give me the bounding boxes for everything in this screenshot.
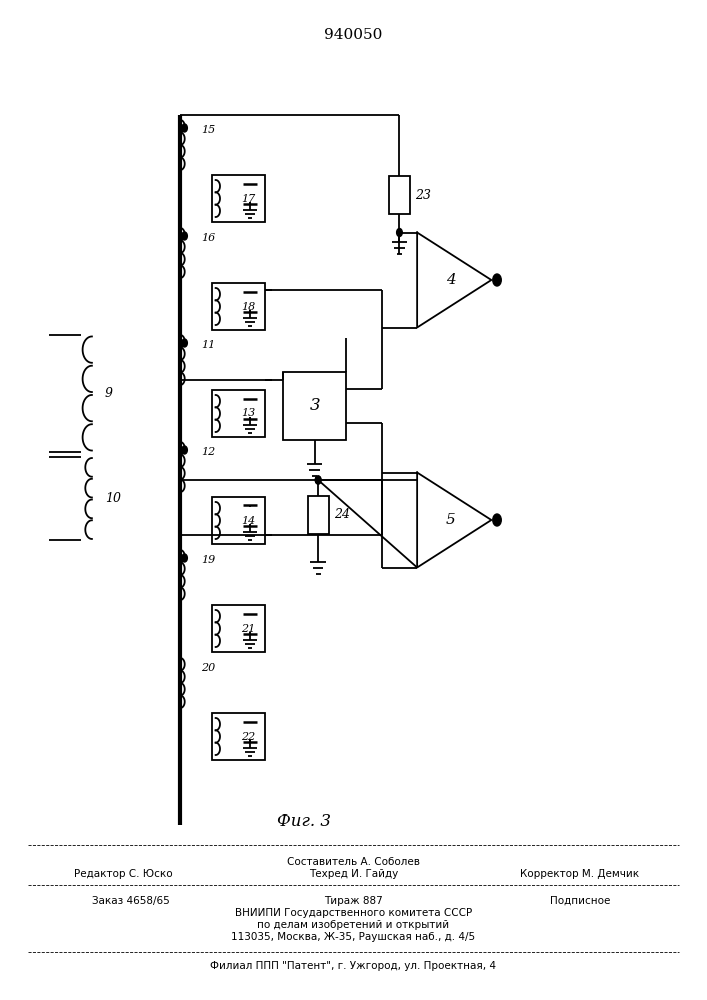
Text: 14: 14 <box>241 516 255 525</box>
Text: 4: 4 <box>445 273 455 287</box>
Circle shape <box>182 554 187 562</box>
Bar <box>283 372 346 440</box>
Text: 3: 3 <box>309 397 320 414</box>
Text: Техред И. Гайду: Техред И. Гайду <box>309 869 398 879</box>
Text: Корректор М. Демчик: Корректор М. Демчик <box>520 869 639 879</box>
Text: 21: 21 <box>241 624 255 634</box>
Text: Подписное: Подписное <box>549 896 610 906</box>
Text: 5: 5 <box>445 513 455 527</box>
Text: Заказ 4658/65: Заказ 4658/65 <box>92 896 170 906</box>
Bar <box>212 283 265 330</box>
Text: 16: 16 <box>201 233 216 243</box>
Text: Фиг. 3: Фиг. 3 <box>277 814 331 830</box>
Text: 940050: 940050 <box>325 28 382 42</box>
Text: Редактор С. Юско: Редактор С. Юско <box>74 869 173 879</box>
Text: 12: 12 <box>201 447 216 457</box>
Text: 19: 19 <box>201 555 216 565</box>
Bar <box>212 497 265 544</box>
Circle shape <box>493 274 501 286</box>
Circle shape <box>397 229 402 236</box>
Bar <box>212 390 265 437</box>
Text: 10: 10 <box>105 492 121 505</box>
Text: 113035, Москва, Ж-35, Раушская наб., д. 4/5: 113035, Москва, Ж-35, Раушская наб., д. … <box>231 932 476 942</box>
Bar <box>212 713 265 760</box>
Text: Тираж 887: Тираж 887 <box>324 896 383 906</box>
Circle shape <box>182 446 187 454</box>
Text: Филиал ППП "Патент", г. Ужгород, ул. Проектная, 4: Филиал ППП "Патент", г. Ужгород, ул. Про… <box>211 961 496 971</box>
Circle shape <box>315 476 321 484</box>
Text: по делам изобретений и открытий: по делам изобретений и открытий <box>257 920 450 930</box>
Circle shape <box>315 476 321 484</box>
Circle shape <box>182 124 187 132</box>
Bar <box>389 176 410 214</box>
Text: 18: 18 <box>241 302 255 312</box>
Text: ВНИИПИ Государственного комитета СССР: ВНИИПИ Государственного комитета СССР <box>235 908 472 918</box>
Text: 11: 11 <box>201 340 216 350</box>
Text: 22: 22 <box>241 732 255 742</box>
Text: 17: 17 <box>241 194 255 204</box>
Text: 23: 23 <box>415 189 431 202</box>
Text: 20: 20 <box>201 663 216 673</box>
Text: 9: 9 <box>105 387 112 400</box>
Circle shape <box>493 514 501 526</box>
Text: 15: 15 <box>201 125 216 135</box>
Bar <box>308 496 329 534</box>
Bar <box>212 175 265 222</box>
Text: 24: 24 <box>334 508 350 522</box>
Bar <box>212 605 265 652</box>
Circle shape <box>182 232 187 240</box>
Text: Составитель А. Соболев: Составитель А. Соболев <box>287 857 420 867</box>
Text: 13: 13 <box>241 408 255 418</box>
Circle shape <box>182 339 187 347</box>
